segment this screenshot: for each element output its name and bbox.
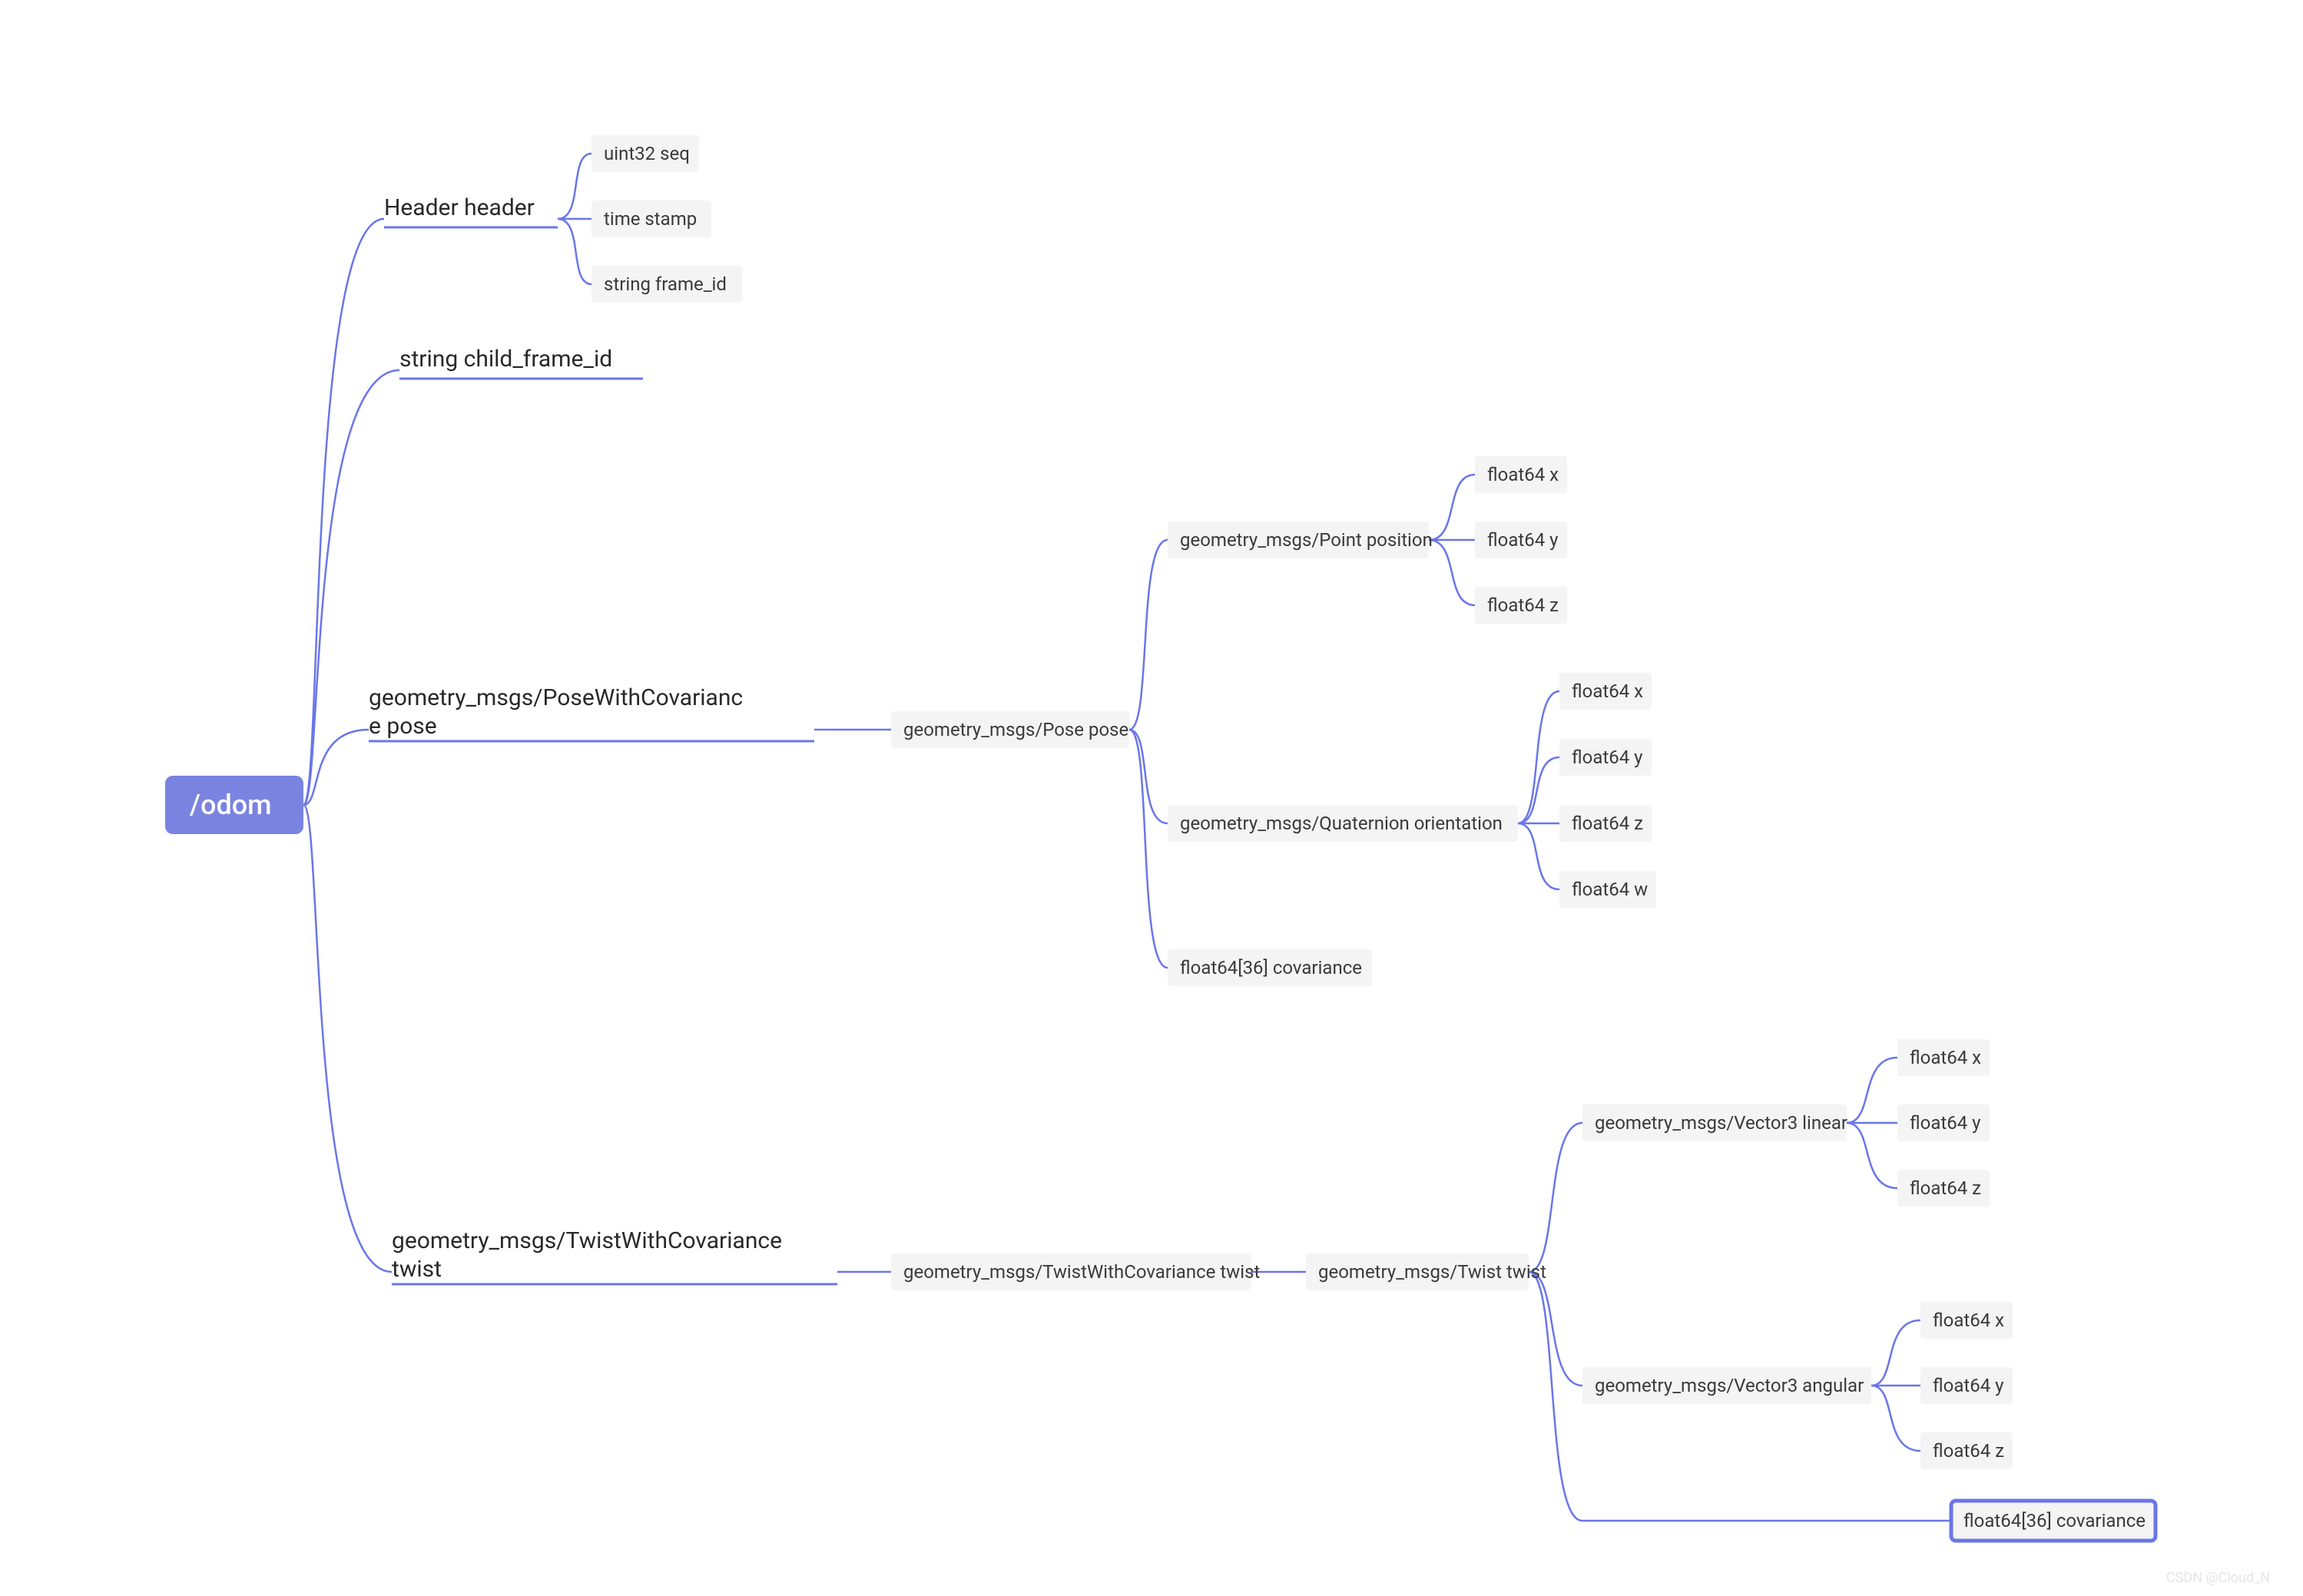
leaf-quaternion-orientation[interactable]: geometry_msgs/Quaternion orientation <box>1168 805 1518 842</box>
branch-pose-with-covariance[interactable]: geometry_msgs/PoseWithCovarianc e pose <box>369 684 814 741</box>
branch-twist-label-line2: twist <box>392 1256 442 1283</box>
svg-text:geometry_msgs/Point position: geometry_msgs/Point position <box>1180 529 1433 551</box>
edge <box>1529 1123 1582 1272</box>
leaf-quat-w[interactable]: float64 w <box>1559 871 1656 908</box>
svg-text:float64 x: float64 x <box>1572 680 1643 702</box>
svg-text:float64[36] covariance: float64[36] covariance <box>1963 1510 2146 1531</box>
watermark: CSDN @Cloud_N <box>2166 1570 2270 1586</box>
leaf-linear-x[interactable]: float64 x <box>1897 1039 1990 1076</box>
edge <box>1847 1123 1897 1188</box>
svg-text:float64 y: float64 y <box>1572 747 1643 768</box>
root-node-odom[interactable]: /odom <box>165 776 303 834</box>
branch-child-frame-id-label: string child_frame_id <box>399 346 612 373</box>
svg-text:geometry_msgs/Quaternion orien: geometry_msgs/Quaternion orientation <box>1180 813 1503 834</box>
leaf-angular-y[interactable]: float64 y <box>1920 1367 2013 1404</box>
leaf-quat-y[interactable]: float64 y <box>1559 739 1652 776</box>
leaf-quat-z[interactable]: float64 z <box>1559 805 1652 842</box>
edge <box>1871 1320 1920 1386</box>
svg-text:float64 x: float64 x <box>1487 464 1559 485</box>
edge <box>1529 1272 1582 1386</box>
svg-text:geometry_msgs/Vector3 linear: geometry_msgs/Vector3 linear <box>1595 1112 1847 1134</box>
leaf-angular-z[interactable]: float64 z <box>1920 1432 2013 1469</box>
leaf-time-stamp[interactable]: time stamp <box>591 200 711 237</box>
edge <box>303 805 392 1272</box>
leaf-pose-covariance[interactable]: float64[36] covariance <box>1168 949 1372 986</box>
svg-text:float64 x: float64 x <box>1933 1310 2004 1331</box>
svg-text:float64 x: float64 x <box>1910 1047 1981 1068</box>
svg-text:geometry_msgs/Twist twist: geometry_msgs/Twist twist <box>1318 1261 1546 1283</box>
svg-text:float64[36] covariance: float64[36] covariance <box>1180 957 1362 978</box>
edge <box>1129 540 1168 730</box>
leaf-pose-pose[interactable]: geometry_msgs/Pose pose <box>891 711 1129 748</box>
leaf-linear-z[interactable]: float64 z <box>1897 1170 1990 1207</box>
edge <box>1429 475 1475 540</box>
branch-pose-label-line1: geometry_msgs/PoseWithCovarianc <box>369 684 743 711</box>
leaf-point-x[interactable]: float64 x <box>1475 456 1567 493</box>
leaf-point-position[interactable]: geometry_msgs/Point position <box>1168 522 1433 558</box>
leaf-linear-y[interactable]: float64 y <box>1897 1104 1990 1141</box>
leaf-twist-covariance-selected[interactable]: float64[36] covariance <box>1951 1501 2156 1541</box>
svg-text:geometry_msgs/TwistWithCovaria: geometry_msgs/TwistWithCovariance twist <box>903 1261 1260 1283</box>
svg-text:uint32 seq: uint32 seq <box>604 143 690 164</box>
svg-text:float64 w: float64 w <box>1572 879 1648 900</box>
svg-text:float64 y: float64 y <box>1487 529 1559 551</box>
edge <box>1518 757 1559 823</box>
root-label: /odom <box>190 789 272 821</box>
svg-text:geometry_msgs/Pose pose: geometry_msgs/Pose pose <box>903 719 1128 740</box>
leaf-vector3-angular[interactable]: geometry_msgs/Vector3 angular <box>1582 1367 1871 1404</box>
svg-text:geometry_msgs/Vector3 angular: geometry_msgs/Vector3 angular <box>1595 1375 1864 1396</box>
svg-text:float64 z: float64 z <box>1487 594 1559 616</box>
leaf-vector3-linear[interactable]: geometry_msgs/Vector3 linear <box>1582 1104 1847 1141</box>
edge <box>1129 730 1168 823</box>
svg-text:float64 y: float64 y <box>1910 1112 1981 1134</box>
branch-header-label: Header header <box>384 194 535 221</box>
edge <box>1518 823 1559 889</box>
branch-header[interactable]: Header header <box>384 194 558 227</box>
leaf-point-z[interactable]: float64 z <box>1475 587 1567 624</box>
edge <box>1429 540 1475 605</box>
edge <box>1129 730 1168 968</box>
svg-text:float64 z: float64 z <box>1572 813 1643 834</box>
leaf-point-y[interactable]: float64 y <box>1475 522 1567 558</box>
branch-child-frame-id[interactable]: string child_frame_id <box>399 346 643 379</box>
svg-text:time stamp: time stamp <box>604 208 697 230</box>
svg-text:float64 y: float64 y <box>1933 1375 2004 1396</box>
edge <box>1871 1386 1920 1451</box>
leaf-angular-x[interactable]: float64 x <box>1920 1302 2013 1339</box>
branch-twist-label-line1: geometry_msgs/TwistWithCovariance <box>392 1227 782 1254</box>
leaf-twist-twist[interactable]: geometry_msgs/Twist twist <box>1306 1253 1546 1290</box>
leaf-uint32-seq[interactable]: uint32 seq <box>591 135 699 172</box>
leaf-string-frame-id[interactable]: string frame_id <box>591 266 742 303</box>
svg-text:string frame_id: string frame_id <box>604 273 727 295</box>
edge <box>1847 1058 1897 1123</box>
svg-text:float64 z: float64 z <box>1933 1440 2004 1462</box>
leaf-quat-x[interactable]: float64 x <box>1559 673 1652 710</box>
leaf-twist-with-covariance-twist[interactable]: geometry_msgs/TwistWithCovariance twist <box>891 1253 1260 1290</box>
edge <box>558 154 591 219</box>
branch-pose-label-line2: e pose <box>369 713 437 740</box>
branch-twist-with-covariance[interactable]: geometry_msgs/TwistWithCovariance twist <box>392 1227 837 1284</box>
svg-text:float64 z: float64 z <box>1910 1177 1981 1199</box>
edge <box>558 219 591 284</box>
edge <box>1518 691 1559 823</box>
